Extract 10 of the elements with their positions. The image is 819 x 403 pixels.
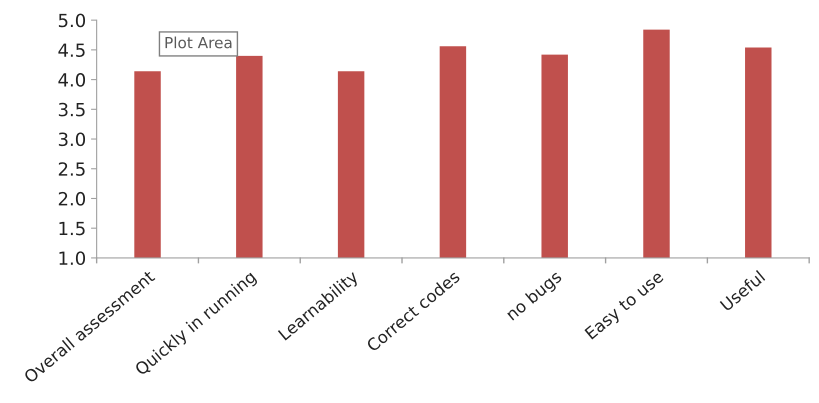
y-tick-label: 2.0 [58,192,86,206]
y-tick-label: 4.5 [58,44,85,57]
y-tick-label: 4.0 [58,73,86,87]
y-tick-label: 3.0 [58,132,86,146]
y-tick-label: 5.0 [58,14,86,28]
y-tick-label: 1.5 [59,222,85,236]
y-tick-label: 3.5 [58,102,85,116]
y-tick-label: 2.5 [58,162,85,176]
annotation: Plot Area [166,36,232,48]
y-tick-label: 1.0 [59,251,86,266]
